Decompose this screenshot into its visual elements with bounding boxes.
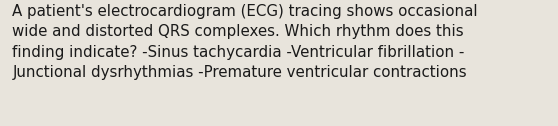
Text: A patient's electrocardiogram (ECG) tracing shows occasional
wide and distorted : A patient's electrocardiogram (ECG) trac… bbox=[12, 4, 478, 80]
